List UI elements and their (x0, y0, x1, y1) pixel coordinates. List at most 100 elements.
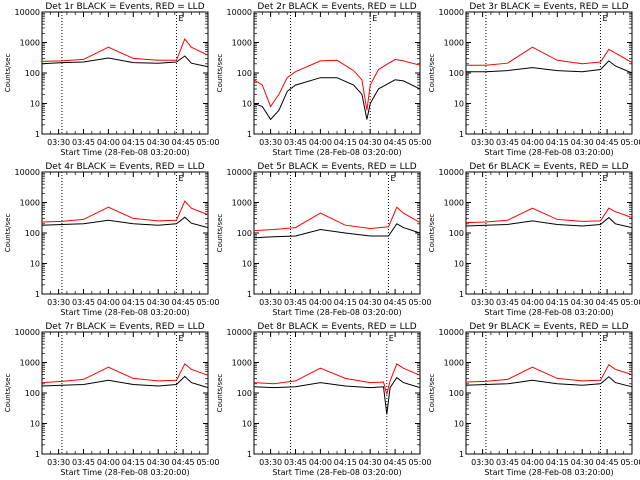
plot-frame (41, 171, 209, 295)
x-axis-label: Start Time (28-Feb-08 03:20:00) (484, 468, 613, 477)
y-tick-label: 1 (35, 130, 40, 139)
y-tick-label: 1 (247, 450, 252, 459)
x-tick-label: 04:45 (384, 298, 407, 307)
events-series-line (41, 375, 209, 389)
x-axis-label: Start Time (28-Feb-08 03:20:00) (484, 148, 613, 157)
x-tick-label: 05:00 (408, 458, 431, 467)
x-tick-label: 05:00 (620, 458, 640, 467)
events-series-line (41, 55, 209, 68)
x-tick-label: 04:00 (309, 138, 332, 147)
x-axis-label: Start Time (28-Feb-08 03:20:00) (60, 468, 189, 477)
panel-title: Det 7r BLACK = Events, RED = LLD (45, 322, 204, 332)
marker-label: E (178, 174, 183, 183)
x-tick-label: 03:45 (284, 138, 307, 147)
plot-frame (465, 171, 633, 295)
x-tick-label: 04:30 (359, 298, 382, 307)
y-tick-label: 100 (25, 389, 40, 398)
events-series-line (253, 77, 421, 121)
y-axis-label: Counts/sec (4, 374, 12, 413)
x-tick-label: 03:30 (47, 298, 70, 307)
x-tick-label: 04:15 (122, 298, 145, 307)
y-tick-label: 10 (30, 420, 40, 429)
marker-label: E (390, 174, 395, 183)
y-axis-label: Counts/sec (216, 54, 224, 93)
x-tick-label: 04:15 (546, 298, 569, 307)
x-tick-label: 04:00 (97, 458, 120, 467)
x-tick-label: 05:00 (408, 298, 431, 307)
panel-2: Det 2r BLACK = Events, RED = LLD 1 10 100 10… (216, 2, 432, 157)
y-tick-label: 10000 (15, 168, 40, 177)
x-tick-label: 04:45 (596, 138, 619, 147)
x-tick-label: 04:45 (596, 458, 619, 467)
x-tick-label: 04:00 (309, 458, 332, 467)
plot-frame (253, 171, 421, 295)
x-tick-label: 04:30 (359, 458, 382, 467)
y-tick-label: 1 (459, 130, 464, 139)
y-tick-label: 10 (454, 420, 464, 429)
lld-series-line (253, 363, 421, 395)
y-tick-label: 100 (449, 389, 464, 398)
x-tick-label: 04:45 (596, 298, 619, 307)
y-tick-label: 100 (25, 229, 40, 238)
panel-9: Det 9r BLACK = Events, RED = LLD 1 10 100 10… (428, 322, 640, 477)
x-tick-label: 04:00 (521, 458, 544, 467)
panel-1: Det 1r BLACK = Events, RED = LLD 1 10 100 10… (4, 2, 220, 157)
x-tick-label: 04:15 (334, 138, 357, 147)
y-tick-label: 1000 (232, 359, 252, 368)
y-tick-label: 10 (242, 260, 252, 269)
x-tick-label: 05:00 (196, 298, 219, 307)
plot-frame (465, 11, 633, 135)
events-series-line (253, 223, 421, 239)
panel-title: Det 2r BLACK = Events, RED = LLD (257, 2, 416, 12)
y-tick-label: 1 (247, 130, 252, 139)
y-tick-label: 1000 (20, 39, 40, 48)
y-tick-label: 10000 (227, 168, 252, 177)
y-tick-label: 1000 (444, 39, 464, 48)
lld-series-line (253, 206, 421, 232)
y-tick-label: 1000 (20, 359, 40, 368)
y-tick-label: 1 (35, 450, 40, 459)
marker-label: E (372, 14, 377, 23)
y-tick-label: 100 (449, 229, 464, 238)
plot-frame (465, 331, 633, 455)
panel-title: Det 5r BLACK = Events, RED = LLD (257, 162, 416, 172)
x-tick-label: 05:00 (196, 458, 219, 467)
panel-title: Det 9r BLACK = Events, RED = LLD (469, 322, 628, 332)
y-tick-label: 10 (242, 420, 252, 429)
y-tick-label: 1 (247, 290, 252, 299)
y-axis-label: Counts/sec (428, 214, 436, 253)
y-axis-label: Counts/sec (428, 54, 436, 93)
y-tick-label: 1000 (444, 359, 464, 368)
y-tick-label: 10 (454, 100, 464, 109)
y-tick-label: 1 (459, 450, 464, 459)
y-tick-label: 10000 (439, 168, 464, 177)
panel-8: Det 8r BLACK = Events, RED = LLD 1 10 100 10… (216, 322, 432, 477)
x-tick-label: 03:30 (471, 298, 494, 307)
lld-series-line (41, 200, 209, 223)
marker-label: E (602, 174, 607, 183)
x-tick-label: 04:30 (147, 138, 170, 147)
events-series-line (465, 376, 633, 388)
marker-label: E (178, 14, 183, 23)
x-tick-label: 04:45 (172, 298, 195, 307)
x-axis-label: Start Time (28-Feb-08 03:20:00) (272, 308, 401, 317)
x-tick-label: 03:45 (284, 298, 307, 307)
lld-series-line (41, 363, 209, 384)
plot-frame (41, 331, 209, 455)
plot-frame (253, 331, 421, 455)
plot-frame (41, 11, 209, 135)
events-series-line (253, 376, 421, 415)
x-tick-label: 05:00 (620, 298, 640, 307)
marker-label: E (389, 334, 394, 343)
x-tick-label: 03:45 (284, 458, 307, 467)
x-tick-label: 03:30 (471, 458, 494, 467)
x-axis-label: Start Time (28-Feb-08 03:20:00) (272, 148, 401, 157)
lld-series-line (465, 363, 633, 383)
x-tick-label: 04:30 (571, 458, 594, 467)
x-tick-label: 04:15 (334, 458, 357, 467)
panel-title: Det 8r BLACK = Events, RED = LLD (257, 322, 416, 332)
x-tick-label: 04:45 (384, 138, 407, 147)
y-tick-label: 10000 (439, 328, 464, 337)
y-tick-label: 10 (30, 260, 40, 269)
x-tick-label: 04:45 (172, 458, 195, 467)
